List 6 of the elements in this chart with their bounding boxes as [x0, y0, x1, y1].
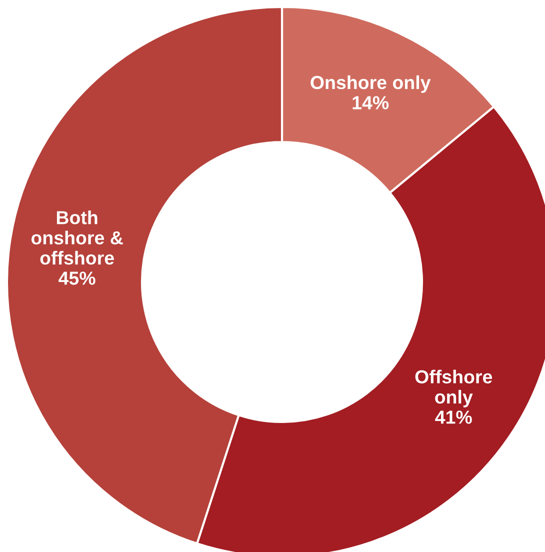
slice-label: Offshore only [415, 370, 492, 408]
data-label: 45% [58, 272, 96, 285]
slice-label: Onshore only [310, 75, 431, 93]
data-label: 41% [435, 410, 472, 424]
data-label: 14% [352, 96, 389, 110]
slice-label: Both onshore & offshore [31, 210, 123, 265]
